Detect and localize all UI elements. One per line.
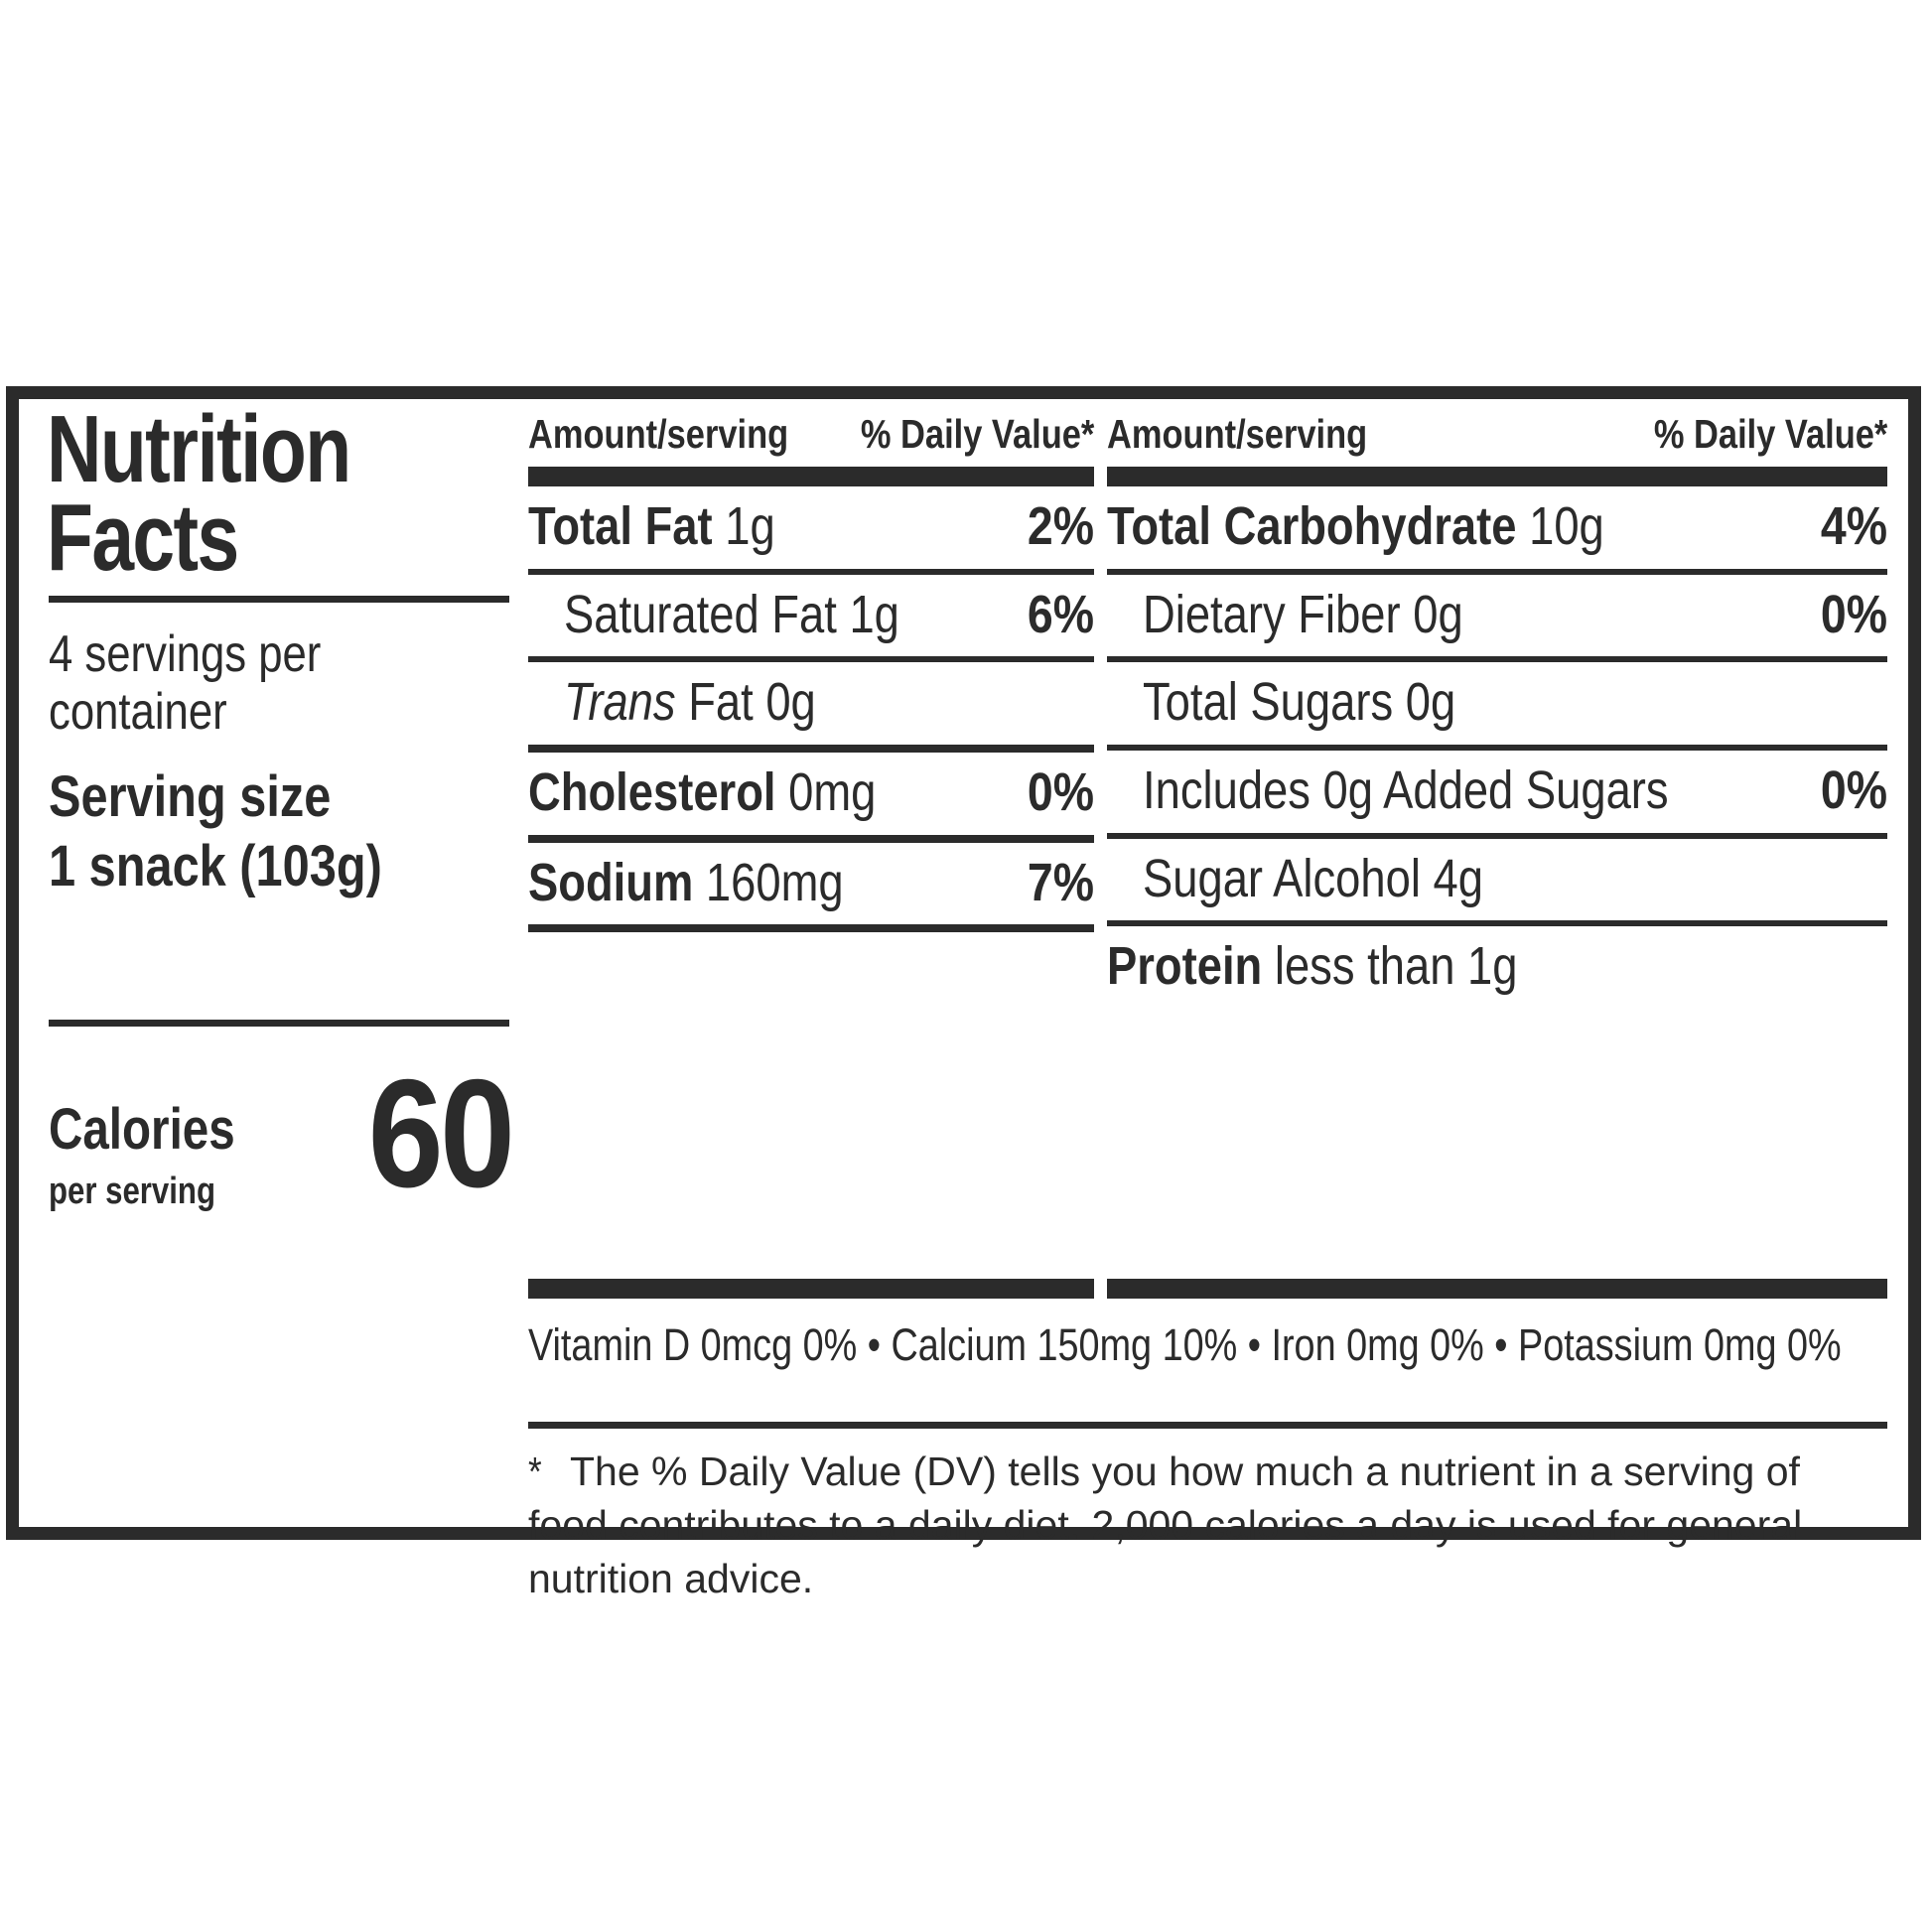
nutrient-column-left: Amount/serving % Daily Value* Total Fat … <box>528 399 1094 933</box>
row-divider <box>528 568 1094 575</box>
row-divider <box>528 834 1094 843</box>
daily-value-header: % Daily Value* <box>860 411 1094 457</box>
divider-above-calories <box>49 1020 509 1027</box>
serving-size-label: Serving size <box>49 764 332 829</box>
nutrient-amount: less than 1g <box>1262 936 1518 997</box>
daily-value-footnote: * The % Daily Value (DV) tells you how m… <box>528 1429 1887 1605</box>
nutrient-amount: 10g <box>1516 496 1604 556</box>
micronutrients-line: Vitamin D 0mcg 0% • Calcium 150mg 10% • … <box>528 1319 1842 1370</box>
nutrient-amount: Includes 0g Added Sugars <box>1143 760 1669 821</box>
nutrient-daily-value: 7% <box>1027 852 1094 912</box>
nutrient-daily-value: 4% <box>1820 496 1887 556</box>
calories-label: Calories <box>49 1097 235 1162</box>
nutrient-row-added-sugars: Includes 0g Added Sugars 0% <box>1107 751 1887 833</box>
title-line-facts: Facts <box>47 484 239 592</box>
nutrient-row-total-carbohydrate: Total Carbohydrate 10g 4% <box>1107 486 1887 569</box>
footnote-asterisk: * <box>528 1448 542 1494</box>
footnote-text: The % Daily Value (DV) tells you how muc… <box>528 1448 1803 1601</box>
row-divider <box>1107 832 1887 839</box>
nutrient-amount: Dietary Fiber 0g <box>1143 584 1463 644</box>
row-divider <box>1107 568 1887 575</box>
row-divider <box>1107 745 1887 752</box>
label-title: Nutrition Facts <box>47 396 420 592</box>
nutrient-row-sugar-alcohol: Sugar Alcohol 4g <box>1107 839 1887 921</box>
nutrient-daily-value: 0% <box>1027 762 1094 823</box>
row-divider <box>1107 920 1887 927</box>
daily-value-header: % Daily Value* <box>1653 411 1887 457</box>
nutrient-name: Cholesterol <box>528 762 776 823</box>
divider-above-footnote <box>528 1421 1887 1429</box>
calories-block: Calories per serving 60 <box>49 1054 517 1263</box>
column-header-right: Amount/serving % Daily Value* <box>1107 405 1887 467</box>
nutrient-row-dietary-fiber: Dietary Fiber 0g 0% <box>1107 575 1887 657</box>
nutrient-column-right: Amount/serving % Daily Value* Total Carb… <box>1107 399 1887 1009</box>
column-header-left: Amount/serving % Daily Value* <box>528 405 1094 467</box>
nutrient-name: Protein <box>1107 936 1263 997</box>
header-rule <box>1107 467 1887 486</box>
serving-info-panel: Nutrition Facts 4 servings per container… <box>41 399 517 1527</box>
nutrient-row-saturated-fat: Saturated Fat 1g 6% <box>528 575 1094 657</box>
nutrient-amount: Fat 0g <box>675 672 816 733</box>
nutrient-row-trans-fat: Trans Fat 0g <box>528 662 1094 745</box>
row-divider <box>528 656 1094 663</box>
nutrient-row-total-sugars: Total Sugars 0g <box>1107 662 1887 745</box>
footer-rule-segment-right <box>1107 1279 1887 1299</box>
nutrient-daily-value: 0% <box>1820 584 1887 644</box>
nutrient-daily-value: 0% <box>1820 760 1887 821</box>
nutrient-amount: 1g <box>712 496 775 556</box>
nutrient-name: Total Carbohydrate <box>1107 496 1517 556</box>
footer-top-rule <box>528 1279 1887 1299</box>
nutrient-row-protein: Protein less than 1g <box>1107 926 1887 1009</box>
nutrient-amount: Saturated Fat 1g <box>564 584 899 644</box>
servings-per-container: 4 servings per container <box>49 625 322 742</box>
nutrient-row-total-fat: Total Fat 1g 2% <box>528 486 1094 569</box>
nutrient-daily-value: 6% <box>1027 584 1094 644</box>
nutrient-amount: Total Sugars 0g <box>1143 672 1456 733</box>
footer-rule-segment-left <box>528 1279 1094 1299</box>
calories-sublabel: per serving <box>49 1171 215 1212</box>
nutrient-amount: 0mg <box>775 762 877 823</box>
nutrient-name-italic: Trans <box>564 672 676 733</box>
divider-under-title <box>49 596 509 603</box>
nutrient-name: Total Fat <box>528 496 713 556</box>
nutrient-name: Sodium <box>528 852 694 912</box>
nutrient-row-sodium: Sodium 160mg 7% <box>528 843 1094 925</box>
title-line-nutrition: Nutrition <box>47 396 351 502</box>
nutrition-facts-label: Nutrition Facts 4 servings per container… <box>6 386 1921 1601</box>
nutrient-amount: 160mg <box>693 852 844 912</box>
amount-per-serving-header: Amount/serving <box>528 411 789 457</box>
nutrient-row-cholesterol: Cholesterol 0mg 0% <box>528 753 1094 835</box>
label-footer: Vitamin D 0mcg 0% • Calcium 150mg 10% • … <box>528 1279 1887 1605</box>
row-divider <box>528 924 1094 933</box>
amount-per-serving-header: Amount/serving <box>1107 411 1368 457</box>
nutrient-daily-value: 2% <box>1027 496 1094 556</box>
calories-value: 60 <box>367 1047 514 1219</box>
header-rule <box>528 467 1094 486</box>
row-divider <box>1107 656 1887 663</box>
nutrient-amount: Sugar Alcohol 4g <box>1143 848 1483 908</box>
serving-size-value: 1 snack (103g) <box>49 834 382 898</box>
row-divider <box>528 745 1094 754</box>
